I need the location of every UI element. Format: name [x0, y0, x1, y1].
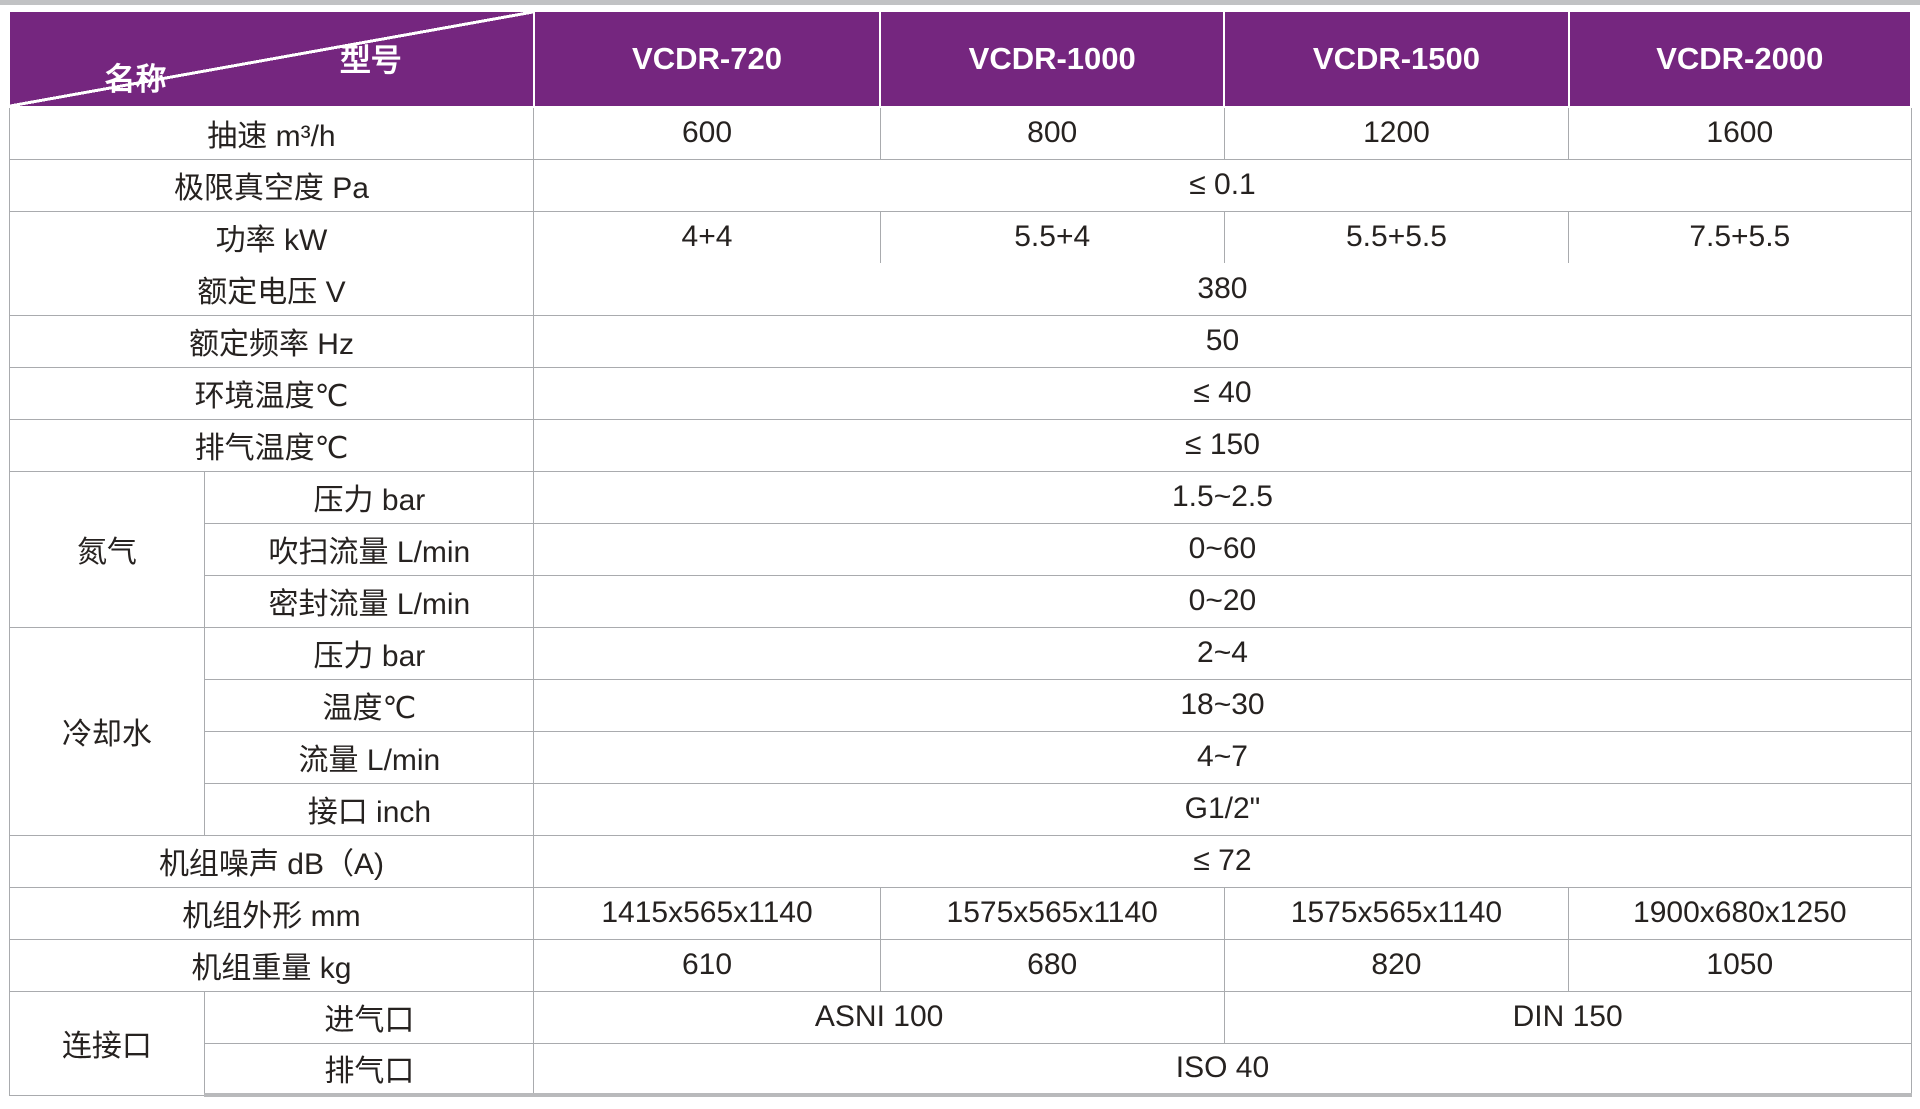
row-rated-frequency: 额定频率 Hz 50	[8, 314, 1912, 368]
row-value-half-span: DIN 150	[1223, 990, 1912, 1044]
row-noise: 机组噪声 dB（A) ≤ 72	[8, 834, 1912, 888]
row-value-span: ISO 40	[533, 1042, 1912, 1097]
row-value-span: ≤ 72	[533, 834, 1912, 888]
spec-table: 型号 名称 VCDR-720 VCDR-1000 VCDR-1500 VCDR-…	[8, 10, 1913, 1097]
row-cooling-flow: 流量 L/min 4~7	[9, 730, 1912, 784]
model-header-vcdr-1500: VCDR-1500	[1223, 10, 1570, 108]
row-value-span: 18~30	[533, 678, 1912, 732]
row-value-half-span: ASNI 100	[533, 990, 1225, 1044]
row-value-span: 0~60	[533, 522, 1912, 576]
model-header-vcdr-2000: VCDR-2000	[1567, 10, 1913, 108]
row-ultimate-vacuum: 极限真空度 Pa ≤ 0.1	[8, 158, 1912, 212]
model-header-vcdr-1000: VCDR-1000	[879, 10, 1226, 108]
row-value-span: ≤ 0.1	[533, 158, 1912, 212]
row-label: 机组噪声 dB（A)	[8, 834, 535, 888]
sub-row-label: 排气口	[204, 1042, 535, 1097]
sub-row-label: 接口 inch	[204, 782, 535, 836]
row-value: 600	[533, 106, 881, 160]
row-value-span: ≤ 150	[533, 418, 1912, 472]
sub-row-label: 压力 bar	[204, 470, 535, 524]
row-label: 额定电压 V	[8, 263, 535, 316]
row-value: 1200	[1223, 106, 1570, 160]
row-value: 5.5+5.5	[1223, 210, 1570, 263]
sub-row-label: 流量 L/min	[204, 730, 535, 784]
sub-row-label: 温度℃	[204, 678, 535, 732]
diagonal-divider	[10, 12, 533, 106]
model-header-vcdr-720: VCDR-720	[532, 10, 882, 108]
group-label-cooling-water: 冷却水	[8, 626, 206, 836]
row-label: 功率 kW	[8, 210, 535, 263]
row-value: 1415x565x1140	[533, 886, 881, 940]
corner-header-cell: 型号 名称	[8, 10, 535, 108]
row-label: 机组外形 mm	[8, 886, 535, 940]
row-cooling-temperature: 温度℃ 18~30	[9, 678, 1912, 732]
row-value-span: 1.5~2.5	[533, 470, 1912, 524]
row-value: 4+4	[533, 210, 881, 263]
row-connection-inlet: 连接口 进气口 ASNI 100 DIN 150	[8, 990, 1912, 1096]
row-value-span: ≤ 40	[533, 366, 1912, 420]
sub-row-label: 密封流量 L/min	[204, 574, 535, 628]
row-ambient-temp: 环境温度℃ ≤ 40	[8, 366, 1912, 420]
row-value: 820	[1223, 938, 1570, 992]
row-value-span: 380	[533, 263, 1912, 316]
row-value: 1600	[1568, 106, 1912, 160]
row-rated-voltage: 额定电压 V 380	[8, 263, 1912, 316]
row-weight: 机组重量 kg 610 680 820 1050	[8, 938, 1912, 992]
row-pumping-speed: 抽速 m³/h 600 800 1200 1600	[8, 106, 1912, 160]
row-value: 1050	[1568, 938, 1912, 992]
row-value: 800	[879, 106, 1225, 160]
row-value: 1575x565x1140	[1223, 886, 1570, 940]
corner-model-label: 型号	[339, 42, 402, 78]
row-value-span: 4~7	[533, 730, 1912, 784]
row-value: 5.5+4	[879, 210, 1225, 263]
corner-name-label: 名称	[104, 62, 167, 98]
row-dimensions: 机组外形 mm 1415x565x1140 1575x565x1140 1575…	[8, 886, 1912, 940]
group-label-nitrogen: 氮气	[8, 470, 206, 628]
row-label: 额定频率 Hz	[8, 314, 535, 368]
row-label: 极限真空度 Pa	[8, 158, 535, 212]
row-connection-outlet: 排气口 ISO 40	[9, 1042, 1912, 1097]
row-value-span: 2~4	[533, 626, 1912, 680]
row-cooling-pressure: 冷却水 压力 bar 2~4	[8, 626, 1912, 836]
sub-row-label: 进气口	[204, 990, 535, 1044]
top-divider-rule	[0, 0, 1920, 5]
row-label: 排气温度℃	[8, 418, 535, 472]
row-nitrogen-purge-flow: 吹扫流量 L/min 0~60	[9, 522, 1912, 576]
group-label-connections: 连接口	[8, 990, 206, 1096]
spec-table-wrap: 型号 名称 VCDR-720 VCDR-1000 VCDR-1500 VCDR-…	[8, 10, 1913, 1097]
sub-row-label: 压力 bar	[204, 626, 535, 680]
row-value: 610	[533, 938, 881, 992]
row-power: 功率 kW 4+4 5.5+4 5.5+5.5 7.5+5.5	[8, 210, 1912, 263]
sub-row-label: 吹扫流量 L/min	[204, 522, 535, 576]
row-value: 1575x565x1140	[879, 886, 1225, 940]
row-nitrogen-pressure: 氮气 压力 bar 1.5~2.5	[8, 470, 1912, 628]
row-value: 680	[879, 938, 1225, 992]
row-value: 7.5+5.5	[1568, 210, 1912, 263]
row-label: 抽速 m³/h	[8, 106, 535, 160]
row-label: 环境温度℃	[8, 366, 535, 420]
row-value-span: G1/2"	[533, 782, 1912, 836]
row-nitrogen-seal-flow: 密封流量 L/min 0~20	[9, 574, 1912, 628]
row-label: 机组重量 kg	[8, 938, 535, 992]
row-exhaust-temp: 排气温度℃ ≤ 150	[8, 418, 1912, 472]
row-value-span: 50	[533, 314, 1912, 368]
row-cooling-port: 接口 inch G1/2"	[9, 782, 1912, 836]
header-row: 型号 名称 VCDR-720 VCDR-1000 VCDR-1500 VCDR-…	[8, 10, 1913, 108]
row-value-span: 0~20	[533, 574, 1912, 628]
row-value: 1900x680x1250	[1568, 886, 1912, 940]
